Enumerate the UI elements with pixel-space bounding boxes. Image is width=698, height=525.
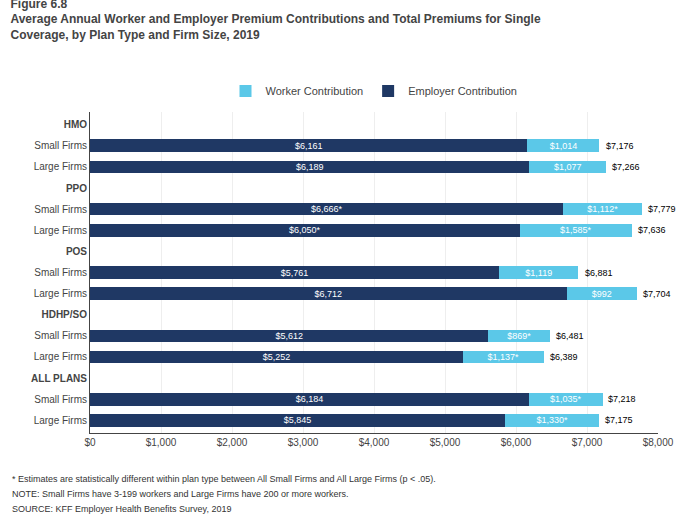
svg-text:Small Firms: Small Firms: [34, 330, 87, 341]
svg-text:$6,050*: $6,050*: [289, 225, 321, 235]
svg-text:$1,112*: $1,112*: [587, 204, 618, 214]
svg-text:Large Firms: Large Firms: [34, 288, 87, 299]
svg-text:$8,000: $8,000: [643, 437, 674, 448]
svg-text:Figure 6.8Average Annual Worke: Figure 6.8Average Annual Worker and Empl…: [10, 0, 540, 42]
svg-text:$7,704: $7,704: [643, 289, 671, 299]
svg-text:$6,881: $6,881: [585, 268, 613, 278]
svg-text:Large Firms: Large Firms: [34, 225, 87, 236]
svg-text:Worker Contribution: Worker Contribution: [266, 85, 364, 97]
svg-text:$7,000: $7,000: [572, 437, 603, 448]
svg-text:$7,176: $7,176: [606, 141, 634, 151]
svg-text:ALL PLANS: ALL PLANS: [31, 373, 87, 384]
svg-text:$6,184: $6,184: [296, 394, 324, 404]
svg-text:$7,266: $7,266: [612, 162, 640, 172]
svg-text:$5,761: $5,761: [281, 268, 309, 278]
svg-text:$6,666*: $6,666*: [311, 204, 343, 214]
svg-text:Large Firms: Large Firms: [34, 415, 87, 426]
svg-text:$6,189: $6,189: [296, 162, 324, 172]
svg-text:HMO: HMO: [64, 119, 88, 130]
svg-text:Large Firms: Large Firms: [34, 351, 87, 362]
svg-text:$5,252: $5,252: [263, 352, 291, 362]
svg-text:$3,000: $3,000: [288, 437, 319, 448]
svg-text:SOURCE: KFF Employer Health Be: SOURCE: KFF Employer Health Benefits Sur…: [12, 504, 231, 514]
svg-text:$5,000: $5,000: [430, 437, 461, 448]
svg-text:$6,481: $6,481: [556, 331, 584, 341]
svg-text:Small Firms: Small Firms: [34, 204, 87, 215]
svg-text:$1,077: $1,077: [554, 162, 582, 172]
svg-text:* Estimates are statistically: * Estimates are statistically different …: [12, 474, 436, 484]
svg-text:$6,161: $6,161: [295, 141, 323, 151]
svg-text:$1,585*: $1,585*: [560, 225, 592, 235]
svg-text:$7,779: $7,779: [648, 204, 676, 214]
svg-text:Small Firms: Small Firms: [34, 267, 87, 278]
svg-text:$0: $0: [84, 437, 96, 448]
svg-text:$6,000: $6,000: [501, 437, 532, 448]
svg-text:$7,218: $7,218: [608, 394, 636, 404]
svg-text:$7,636: $7,636: [638, 225, 666, 235]
svg-text:$5,845: $5,845: [284, 415, 312, 425]
svg-text:$2,000: $2,000: [217, 437, 248, 448]
svg-text:$1,137*: $1,137*: [487, 352, 519, 362]
svg-text:Employer Contribution: Employer Contribution: [408, 85, 517, 97]
svg-text:$1,000: $1,000: [146, 437, 177, 448]
svg-text:NOTE: Small Firms have 3-199 w: NOTE: Small Firms have 3-199 workers and…: [12, 489, 349, 499]
svg-text:$992: $992: [592, 289, 612, 299]
svg-text:Small Firms: Small Firms: [34, 394, 87, 405]
svg-text:PPO: PPO: [66, 183, 87, 194]
svg-text:$1,014: $1,014: [550, 141, 578, 151]
svg-text:$5,612: $5,612: [275, 331, 303, 341]
svg-text:$7,175: $7,175: [605, 415, 633, 425]
svg-text:HDHP/SO: HDHP/SO: [41, 309, 87, 320]
svg-text:$4,000: $4,000: [359, 437, 390, 448]
svg-text:Small Firms: Small Firms: [34, 140, 87, 151]
svg-text:$1,330*: $1,330*: [536, 415, 568, 425]
svg-text:$1,119: $1,119: [525, 268, 552, 278]
svg-text:$6,712: $6,712: [315, 289, 343, 299]
svg-text:$869*: $869*: [507, 331, 531, 341]
svg-text:$6,389: $6,389: [550, 352, 578, 362]
svg-text:POS: POS: [66, 246, 87, 257]
svg-text:$1,035*: $1,035*: [550, 394, 582, 404]
svg-text:Large Firms: Large Firms: [34, 161, 87, 172]
